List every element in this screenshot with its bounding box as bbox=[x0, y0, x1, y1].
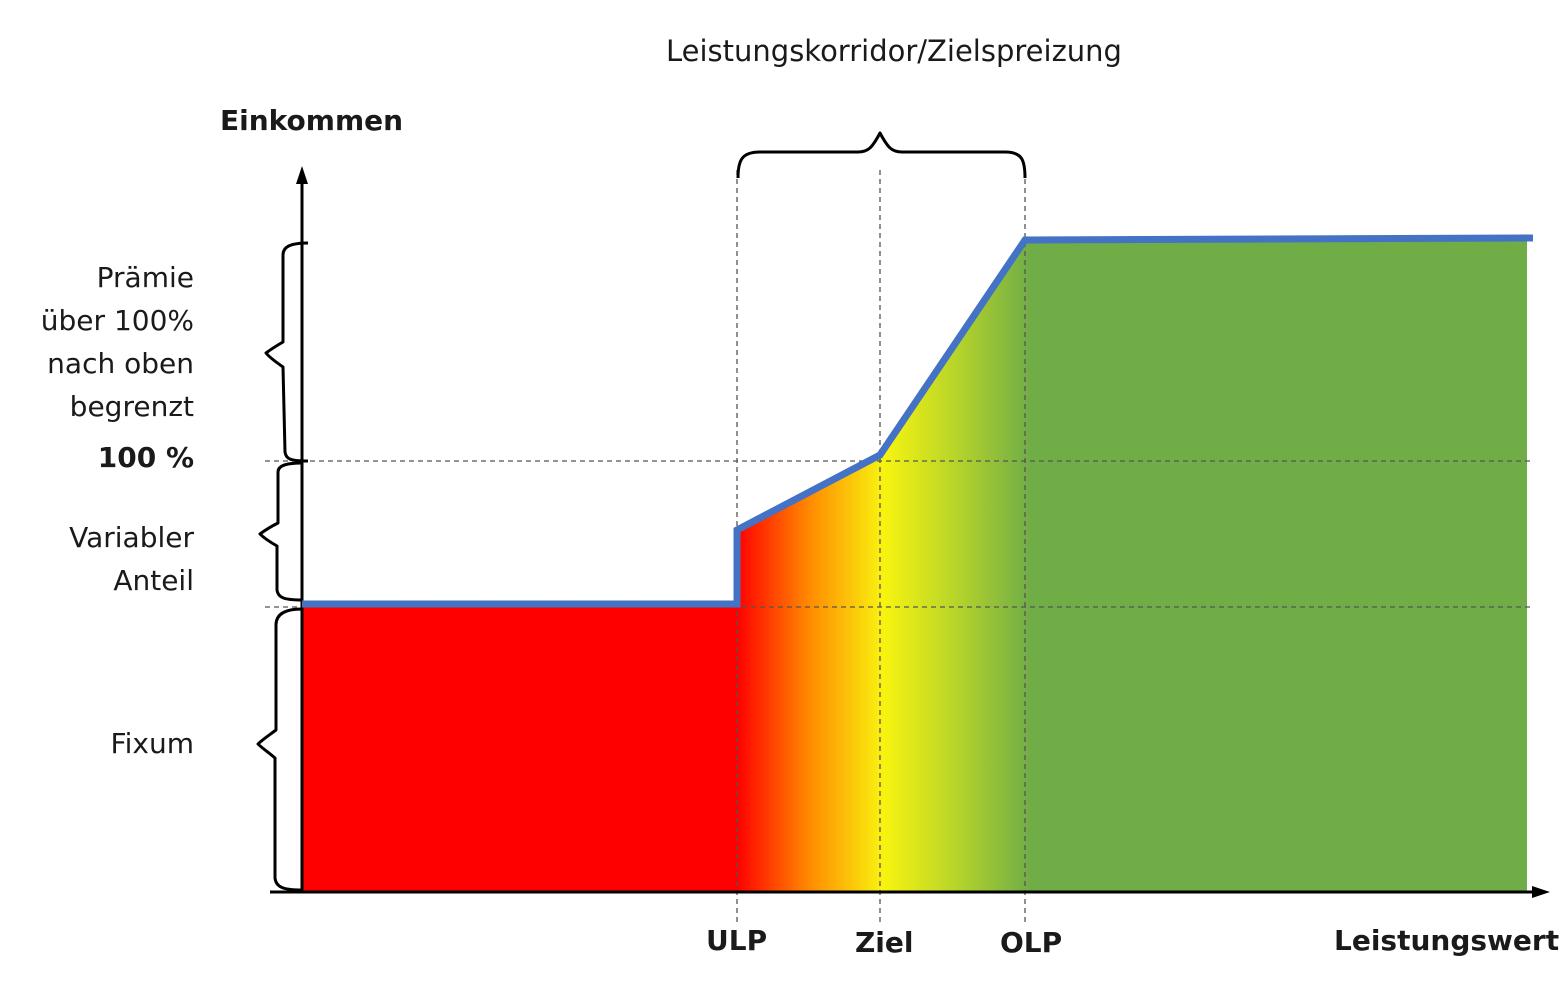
chart-title: Leistungskorridor/Zielspreizung bbox=[666, 34, 1122, 68]
variabel-brace bbox=[258, 461, 303, 602]
x-axis-arrow-icon bbox=[1532, 886, 1550, 898]
y-axis-arrow-icon bbox=[296, 166, 308, 184]
ziel-label: Ziel bbox=[855, 926, 914, 959]
variabel-line: Anteil bbox=[113, 564, 194, 597]
corridor-brace bbox=[736, 131, 1027, 179]
fixum-brace bbox=[256, 607, 303, 892]
corridor-area bbox=[737, 240, 1030, 892]
variabel-line: Variabler bbox=[69, 521, 194, 554]
praemie-label: Prämie über 100% nach oben begrenzt bbox=[41, 256, 194, 428]
y-axis-label: Einkommen bbox=[220, 104, 404, 137]
fixum-label: Fixum bbox=[110, 727, 194, 760]
capped-area bbox=[1029, 240, 1527, 892]
praemie-line: nach oben bbox=[47, 347, 194, 380]
fixum-area bbox=[302, 604, 738, 892]
x-axis-label: Leistungswert bbox=[1334, 924, 1560, 957]
olp-label: OLP bbox=[1000, 926, 1063, 959]
hundred-percent-label: 100 % bbox=[97, 441, 194, 474]
income-curve bbox=[302, 234, 1534, 608]
praemie-line: über 100% bbox=[40, 304, 194, 337]
praemie-line: Prämie bbox=[96, 261, 194, 294]
praemie-line: begrenzt bbox=[69, 390, 194, 423]
ulp-label: ULP bbox=[706, 924, 768, 957]
variabel-label: Variabler Anteil bbox=[69, 516, 194, 602]
praemie-brace bbox=[264, 241, 309, 463]
